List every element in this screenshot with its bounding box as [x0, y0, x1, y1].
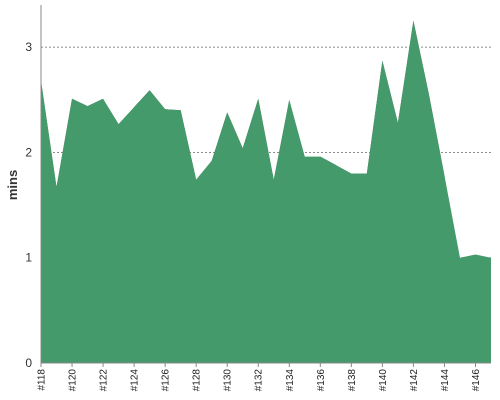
y-axis-title: mins [5, 170, 20, 200]
x-tick-label-118: #118 [37, 369, 48, 391]
x-tick-label-134: #134 [285, 369, 296, 392]
area-series-0 [41, 20, 491, 363]
x-tick-labels: #118 #120 #122 #124 #126 #128 #130 #132 #134 #136… [37, 363, 482, 391]
y-tick-label-0: 0 [25, 356, 32, 370]
x-tick-label-128: #128 [192, 369, 203, 392]
x-tick-label-142: #142 [409, 369, 420, 392]
y-tick-label-1: 1 [25, 251, 32, 265]
x-tick-label-120: #120 [68, 369, 79, 392]
x-tick-label-126: #126 [161, 369, 172, 392]
x-tick-label-146: #146 [471, 369, 482, 392]
x-tick-label-124: #124 [130, 369, 141, 392]
axes [40, 5, 491, 364]
x-tick-label-144: #144 [440, 369, 451, 392]
x-tick-label-130: #130 [223, 369, 234, 392]
x-tick-label-140: #140 [378, 369, 389, 392]
y-tick-label-3: 3 [25, 40, 32, 54]
x-tick-label-138: #138 [347, 369, 358, 392]
plot-area [41, 20, 491, 363]
x-tick-label-122: #122 [99, 369, 110, 392]
x-tick-label-136: #136 [316, 369, 327, 392]
x-tick-label-132: #132 [254, 369, 265, 392]
y-tick-label-2: 2 [25, 145, 32, 159]
y-tick-labels: 0 1 2 3 [25, 40, 32, 370]
